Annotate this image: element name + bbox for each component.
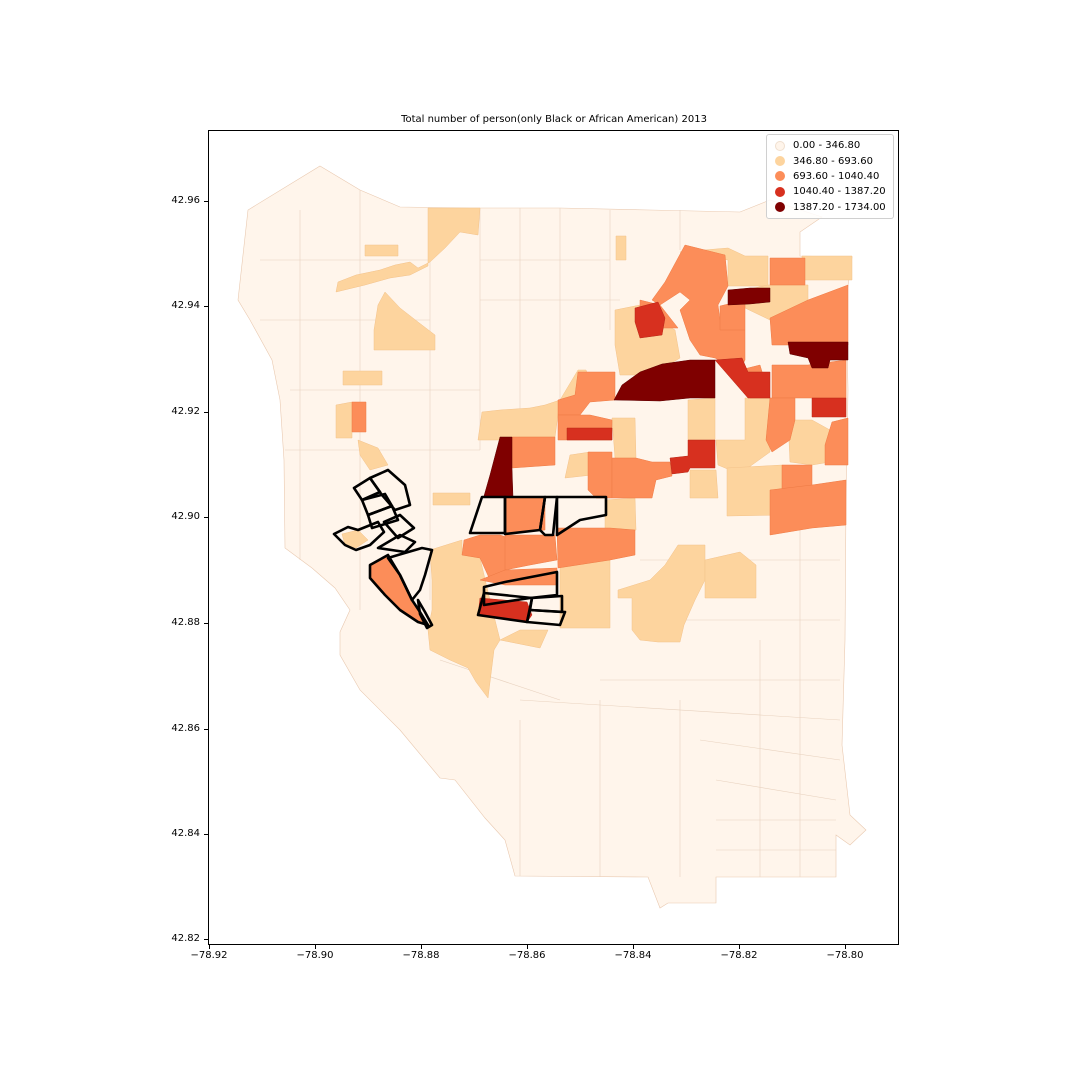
- legend-item: 1040.40 - 1387.20: [767, 184, 893, 199]
- x-tick-label: −78.92: [190, 950, 228, 961]
- y-tick-label: 42.88: [171, 617, 200, 628]
- x-tick-marks: [209, 945, 846, 949]
- y-tick-label: 42.90: [171, 511, 200, 522]
- x-tick-label: −78.84: [614, 950, 652, 961]
- legend-swatch: [775, 156, 785, 167]
- y-tick-marks: [204, 201, 208, 940]
- legend-label: 1040.40 - 1387.20: [793, 186, 886, 198]
- legend-swatch: [775, 171, 785, 182]
- x-tick-label: −78.80: [826, 950, 864, 961]
- x-tick-label: −78.90: [296, 950, 334, 961]
- y-tick-label: 42.82: [171, 933, 200, 944]
- legend-label: 346.80 - 693.60: [793, 155, 873, 167]
- legend-label: 693.60 - 1040.40: [793, 170, 880, 182]
- legend-item: 1387.20 - 1734.00: [767, 200, 893, 215]
- x-tick-label: −78.88: [402, 950, 440, 961]
- x-tick-label: −78.82: [720, 950, 758, 961]
- x-tick-label: −78.86: [508, 950, 546, 961]
- highlighted-tracts: [332, 468, 608, 630]
- class-2-regions: [335, 207, 853, 699]
- legend-label: 0.00 - 346.80: [793, 140, 861, 152]
- y-tick-label: 42.96: [171, 195, 200, 206]
- legend-item: 693.60 - 1040.40: [767, 169, 893, 184]
- legend: 0.00 - 346.80 346.80 - 693.60 693.60 - 1…: [766, 134, 894, 219]
- legend-swatch: [775, 202, 785, 213]
- y-tick-label: 42.94: [171, 300, 200, 311]
- legend-item: 0.00 - 346.80: [767, 138, 893, 153]
- y-tick-label: 42.86: [171, 723, 200, 734]
- map-title: Total number of person(only Black or Afr…: [401, 114, 707, 125]
- y-tick-label: 42.92: [171, 406, 200, 417]
- tract-borders: [260, 190, 841, 877]
- legend-label: 1387.20 - 1734.00: [793, 201, 886, 213]
- legend-item: 346.80 - 693.60: [767, 153, 893, 168]
- legend-swatch: [775, 186, 785, 197]
- class-3-regions: [351, 244, 849, 626]
- y-tick-label: 42.84: [171, 828, 200, 839]
- legend-swatch: [775, 140, 785, 151]
